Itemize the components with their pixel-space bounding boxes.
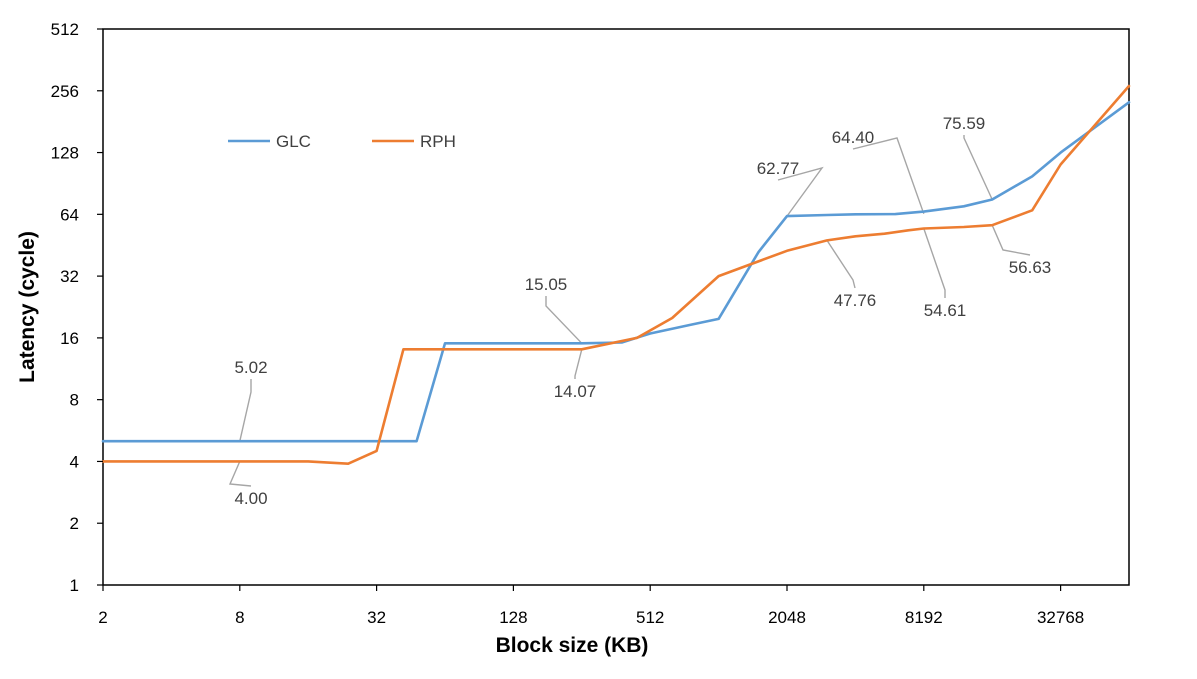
data-label-15-05: 15.05 — [525, 275, 568, 294]
x-tick-label-8192: 8192 — [905, 608, 943, 627]
plot-area — [102, 28, 1130, 586]
y-tick-label-64: 64 — [60, 205, 79, 224]
y-tick-label-128: 128 — [51, 144, 79, 163]
callout-leader-54-61 — [923, 228, 946, 298]
series-lines — [101, 84, 1131, 466]
data-label-64-40: 64.40 — [832, 128, 875, 147]
x-axis-title: Block size (KB) — [496, 634, 649, 657]
x-tick-label-128: 128 — [499, 608, 527, 627]
callout-leader-47-76 — [826, 240, 856, 289]
callout-leader-62-77 — [777, 166, 824, 217]
y-tick-label-1: 1 — [70, 576, 79, 595]
data-label-5-02: 5.02 — [234, 358, 267, 377]
y-axis-title: Latency (cycle) — [16, 231, 39, 383]
x-tick-label-8: 8 — [235, 608, 244, 627]
legend-label-glc: GLC — [276, 132, 311, 151]
y-axis-ticks: 1 2 4 8 16 32 64 128 256 512 — [51, 20, 103, 595]
x-axis-ticks: 2 8 32 128 512 2048 8192 32768 — [98, 585, 1084, 627]
y-tick-label-16: 16 — [60, 329, 79, 348]
y-tick-label-512: 512 — [51, 20, 79, 39]
callout-leader-75-59 — [963, 135, 993, 200]
x-tick-label-2048: 2048 — [768, 608, 806, 627]
y-tick-label-8: 8 — [70, 391, 79, 410]
y-tick-label-32: 32 — [60, 267, 79, 286]
data-label-54-61: 54.61 — [924, 301, 967, 320]
callout-leader-56-63 — [991, 224, 1031, 256]
data-labels: 5.02 4.00 15.05 14.07 62.77 47.76 64.40 54.61 75… — [234, 114, 1051, 508]
data-label-47-76: 47.76 — [834, 291, 877, 310]
data-label-4-00: 4.00 — [234, 489, 267, 508]
data-label-62-77: 62.77 — [757, 159, 800, 178]
legend: GLC RPH — [228, 132, 456, 151]
callout-leader-4-00 — [228, 461, 252, 487]
y-tick-label-256: 256 — [51, 82, 79, 101]
x-tick-label-512: 512 — [636, 608, 664, 627]
x-tick-label-32: 32 — [367, 608, 386, 627]
callout-leader-64-40 — [852, 137, 925, 215]
callout-leader-5-02 — [239, 379, 252, 442]
legend-label-rph: RPH — [420, 132, 456, 151]
x-tick-label-2: 2 — [98, 608, 107, 627]
y-tick-label-4: 4 — [70, 452, 79, 471]
callout-leader-15-05 — [545, 296, 583, 344]
series-line-glc — [101, 101, 1131, 443]
x-tick-label-32768: 32768 — [1037, 608, 1084, 627]
y-tick-label-2: 2 — [70, 514, 79, 533]
data-label-14-07: 14.07 — [554, 382, 597, 401]
data-label-75-59: 75.59 — [943, 114, 986, 133]
callout-leaders — [228, 135, 1031, 487]
callout-leader-14-07 — [574, 349, 583, 379]
data-label-56-63: 56.63 — [1009, 258, 1052, 277]
series-line-rph — [101, 84, 1131, 466]
